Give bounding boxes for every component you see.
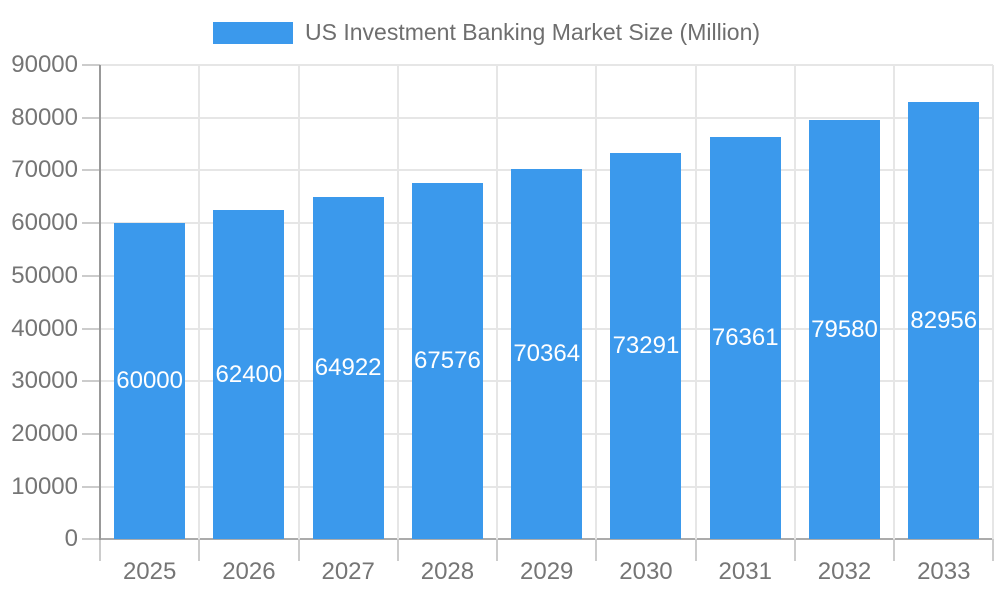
- y-axis-tick: [82, 222, 100, 225]
- x-axis-label: 2032: [817, 558, 872, 585]
- x-axis-label: 2030: [619, 558, 673, 585]
- y-axis-line: [99, 65, 101, 541]
- y-axis-tick: [82, 327, 100, 330]
- x-axis-tick: [99, 539, 101, 562]
- x-axis-label: 2033: [917, 558, 971, 585]
- y-axis-label: 10000: [11, 472, 78, 500]
- y-gridline: [100, 538, 994, 541]
- y-axis-label: 40000: [11, 314, 78, 342]
- bar-value-label: 76361: [711, 324, 779, 352]
- y-axis-tick: [82, 380, 100, 383]
- x-gridline: [496, 65, 499, 540]
- y-gridline: [100, 116, 994, 119]
- y-axis-label: 20000: [11, 419, 78, 447]
- bar-2027: [312, 197, 384, 540]
- bar-value-label: 82956: [910, 306, 978, 334]
- y-axis-label: 30000: [11, 367, 78, 395]
- x-gridline: [793, 65, 796, 540]
- x-axis-label: 2026: [222, 558, 276, 585]
- bar-2031: [709, 136, 781, 540]
- x-axis-label: 2031: [718, 558, 772, 585]
- x-gridline: [694, 65, 697, 540]
- bar-2030: [610, 153, 682, 540]
- y-axis-label: 90000: [11, 51, 78, 78]
- y-axis-label: 80000: [11, 103, 78, 131]
- x-gridline: [297, 65, 300, 540]
- legend-label: US Investment Banking Market Size (Milli…: [305, 19, 761, 45]
- y-axis-tick: [82, 116, 100, 119]
- bar-2033: [908, 102, 980, 540]
- legend: US Investment Banking Market Size (Milli…: [213, 19, 761, 45]
- x-axis-tick: [992, 539, 995, 562]
- y-axis-tick: [82, 169, 100, 172]
- bar-value-label: 64922: [314, 354, 382, 382]
- y-axis-label: 50000: [11, 261, 78, 289]
- bar-2032: [809, 119, 880, 540]
- x-axis-label: 2025: [122, 558, 177, 585]
- bar-value-label: 67576: [414, 347, 481, 375]
- bar-2029: [511, 168, 583, 540]
- x-axis-tick: [893, 539, 896, 562]
- y-axis-tick: [82, 274, 100, 277]
- bar-value-label: 70364: [513, 339, 581, 367]
- bar-value-label: 73291: [612, 332, 680, 360]
- bar-2025: [114, 223, 186, 540]
- legend-swatch: [213, 21, 293, 44]
- x-axis-tick: [396, 539, 399, 562]
- x-axis-tick: [297, 539, 300, 562]
- y-gridline: [100, 64, 994, 66]
- x-gridline: [198, 65, 201, 540]
- y-axis-tick: [82, 432, 100, 435]
- x-axis-tick: [595, 539, 598, 562]
- y-axis-tick: [82, 485, 100, 488]
- x-axis-tick: [694, 539, 697, 562]
- bar-value-label: 79580: [811, 315, 878, 343]
- x-gridline: [893, 65, 896, 540]
- x-gridline: [992, 65, 995, 540]
- y-axis-label: 0: [64, 525, 78, 553]
- y-axis-tick: [82, 64, 100, 66]
- x-axis-tick: [198, 539, 201, 562]
- bar-value-label: 62400: [215, 360, 283, 388]
- x-axis-tick: [496, 539, 499, 562]
- bar-value-label: 60000: [116, 367, 183, 395]
- y-axis-label: 70000: [11, 156, 78, 184]
- x-axis-label: 2027: [321, 558, 375, 585]
- y-axis-label: 60000: [11, 209, 78, 237]
- bar-2026: [213, 210, 285, 540]
- x-gridline: [595, 65, 598, 540]
- x-axis-label: 2029: [520, 558, 574, 585]
- x-axis-tick: [793, 539, 796, 562]
- x-gridline: [396, 65, 399, 540]
- y-axis-tick: [82, 538, 100, 541]
- bar-2028: [411, 183, 483, 540]
- x-axis-label: 2028: [420, 558, 475, 585]
